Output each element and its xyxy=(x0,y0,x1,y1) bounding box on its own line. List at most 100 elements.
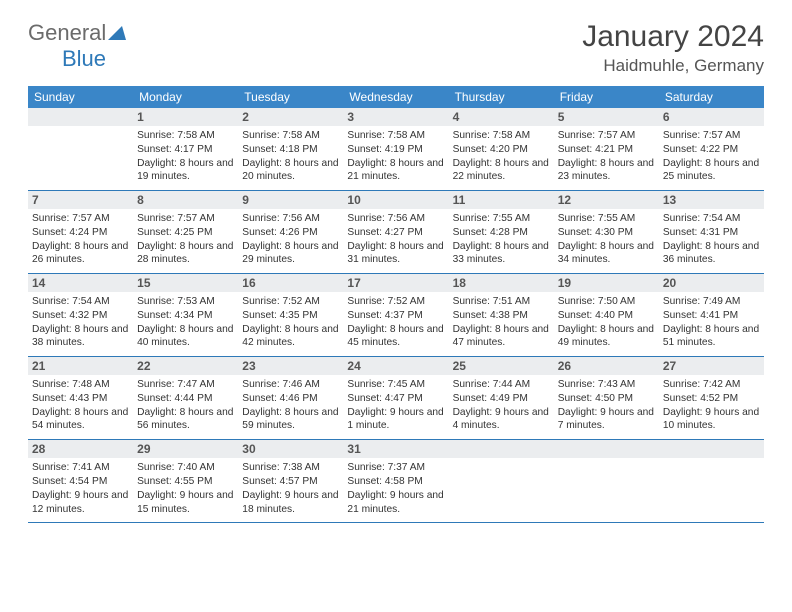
day-number xyxy=(28,108,133,126)
day-header-wednesday: Wednesday xyxy=(343,86,448,108)
day-number: 22 xyxy=(133,357,238,375)
day-details: Sunrise: 7:58 AMSunset: 4:20 PMDaylight:… xyxy=(453,129,550,184)
day-number: 4 xyxy=(449,108,554,126)
day-header-saturday: Saturday xyxy=(659,86,764,108)
logo-text-blue: Blue xyxy=(62,46,106,71)
day-details: Sunrise: 7:41 AMSunset: 4:54 PMDaylight:… xyxy=(32,461,129,516)
day-number: 16 xyxy=(238,274,343,292)
calendar-cell: 12Sunrise: 7:55 AMSunset: 4:30 PMDayligh… xyxy=(554,191,659,273)
day-number: 30 xyxy=(238,440,343,458)
calendar-cell: 7 Sunrise: 7:57 AMSunset: 4:24 PMDaylight… xyxy=(28,191,133,273)
day-header-row: SundayMondayTuesdayWednesdayThursdayFrid… xyxy=(28,86,764,108)
day-number: 9 xyxy=(238,191,343,209)
day-number: 18 xyxy=(449,274,554,292)
week-row: 28 Sunrise: 7:41 AMSunset: 4:54 PMDayligh… xyxy=(28,440,764,523)
day-number xyxy=(554,440,659,458)
calendar-cell: 8Sunrise: 7:57 AMSunset: 4:25 PMDaylight… xyxy=(133,191,238,273)
day-details: Sunrise: 7:58 AMSunset: 4:17 PMDaylight:… xyxy=(137,129,234,184)
day-number: 1 xyxy=(133,108,238,126)
day-details: Sunrise: 7:38 AMSunset: 4:57 PMDaylight:… xyxy=(242,461,339,516)
day-details: Sunrise: 7:37 AMSunset: 4:58 PMDaylight:… xyxy=(347,461,444,516)
week-row: 21 Sunrise: 7:48 AMSunset: 4:43 PMDayligh… xyxy=(28,357,764,440)
day-number: 17 xyxy=(343,274,448,292)
day-number: 6 xyxy=(659,108,764,126)
calendar-cell xyxy=(659,440,764,522)
calendar-cell: 6Sunrise: 7:57 AMSunset: 4:22 PMDaylight… xyxy=(659,108,764,190)
day-number: 31 xyxy=(343,440,448,458)
day-details: Sunrise: 7:58 AMSunset: 4:19 PMDaylight:… xyxy=(347,129,444,184)
calendar-cell: 23Sunrise: 7:46 AMSunset: 4:46 PMDayligh… xyxy=(238,357,343,439)
day-number: 15 xyxy=(133,274,238,292)
week-row: 7 Sunrise: 7:57 AMSunset: 4:24 PMDaylight… xyxy=(28,191,764,274)
day-details: Sunrise: 7:56 AMSunset: 4:27 PMDaylight:… xyxy=(347,212,444,267)
title-block: January 2024 Haidmuhle, Germany xyxy=(582,20,764,76)
month-title: January 2024 xyxy=(582,20,764,54)
calendar-cell: 27Sunrise: 7:42 AMSunset: 4:52 PMDayligh… xyxy=(659,357,764,439)
day-details: Sunrise: 7:53 AMSunset: 4:34 PMDaylight:… xyxy=(137,295,234,350)
calendar-cell: 16Sunrise: 7:52 AMSunset: 4:35 PMDayligh… xyxy=(238,274,343,356)
day-details: Sunrise: 7:45 AMSunset: 4:47 PMDaylight:… xyxy=(347,378,444,433)
calendar-cell: 2Sunrise: 7:58 AMSunset: 4:18 PMDaylight… xyxy=(238,108,343,190)
day-number: 13 xyxy=(659,191,764,209)
day-details: Sunrise: 7:55 AMSunset: 4:30 PMDaylight:… xyxy=(558,212,655,267)
day-header-monday: Monday xyxy=(133,86,238,108)
day-details: Sunrise: 7:48 AMSunset: 4:43 PMDaylight:… xyxy=(32,378,129,433)
day-number: 11 xyxy=(449,191,554,209)
day-details: Sunrise: 7:56 AMSunset: 4:26 PMDaylight:… xyxy=(242,212,339,267)
calendar: SundayMondayTuesdayWednesdayThursdayFrid… xyxy=(28,86,764,523)
day-number: 25 xyxy=(449,357,554,375)
day-number: 3 xyxy=(343,108,448,126)
day-number: 23 xyxy=(238,357,343,375)
logo: General Blue xyxy=(28,20,126,72)
calendar-cell: 11 Sunrise: 7:55 AMSunset: 4:28 PMDayligh… xyxy=(449,191,554,273)
calendar-cell xyxy=(554,440,659,522)
day-number: 7 xyxy=(28,191,133,209)
day-details: Sunrise: 7:55 AMSunset: 4:28 PMDaylight:… xyxy=(453,212,550,267)
calendar-cell: 31 Sunrise: 7:37 AMSunset: 4:58 PMDayligh… xyxy=(343,440,448,522)
day-details: Sunrise: 7:47 AMSunset: 4:44 PMDaylight:… xyxy=(137,378,234,433)
day-header-friday: Friday xyxy=(554,86,659,108)
day-header-thursday: Thursday xyxy=(449,86,554,108)
calendar-cell: 3 Sunrise: 7:58 AMSunset: 4:19 PMDaylight… xyxy=(343,108,448,190)
calendar-cell: 13 Sunrise: 7:54 AMSunset: 4:31 PMDayligh… xyxy=(659,191,764,273)
day-details: Sunrise: 7:43 AMSunset: 4:50 PMDaylight:… xyxy=(558,378,655,433)
calendar-cell: 1 Sunrise: 7:58 AMSunset: 4:17 PMDaylight… xyxy=(133,108,238,190)
header: General Blue January 2024 Haidmuhle, Ger… xyxy=(28,20,764,76)
calendar-cell: 25 Sunrise: 7:44 AMSunset: 4:49 PMDayligh… xyxy=(449,357,554,439)
day-number: 8 xyxy=(133,191,238,209)
day-number: 28 xyxy=(28,440,133,458)
day-number: 29 xyxy=(133,440,238,458)
day-number: 19 xyxy=(554,274,659,292)
day-number: 27 xyxy=(659,357,764,375)
calendar-cell xyxy=(28,108,133,190)
day-number: 5 xyxy=(554,108,659,126)
calendar-cell: 17 Sunrise: 7:52 AMSunset: 4:37 PMDayligh… xyxy=(343,274,448,356)
day-details: Sunrise: 7:51 AMSunset: 4:38 PMDaylight:… xyxy=(453,295,550,350)
day-details: Sunrise: 7:57 AMSunset: 4:21 PMDaylight:… xyxy=(558,129,655,184)
calendar-cell: 4 Sunrise: 7:58 AMSunset: 4:20 PMDaylight… xyxy=(449,108,554,190)
calendar-cell: 9 Sunrise: 7:56 AMSunset: 4:26 PMDaylight… xyxy=(238,191,343,273)
calendar-cell: 21 Sunrise: 7:48 AMSunset: 4:43 PMDayligh… xyxy=(28,357,133,439)
day-number: 21 xyxy=(28,357,133,375)
day-number: 20 xyxy=(659,274,764,292)
calendar-cell: 26 Sunrise: 7:43 AMSunset: 4:50 PMDayligh… xyxy=(554,357,659,439)
calendar-cell: 18 Sunrise: 7:51 AMSunset: 4:38 PMDayligh… xyxy=(449,274,554,356)
day-header-tuesday: Tuesday xyxy=(238,86,343,108)
day-details: Sunrise: 7:44 AMSunset: 4:49 PMDaylight:… xyxy=(453,378,550,433)
calendar-cell: 19 Sunrise: 7:50 AMSunset: 4:40 PMDayligh… xyxy=(554,274,659,356)
calendar-cell: 15 Sunrise: 7:53 AMSunset: 4:34 PMDayligh… xyxy=(133,274,238,356)
day-number: 26 xyxy=(554,357,659,375)
day-details: Sunrise: 7:57 AMSunset: 4:24 PMDaylight:… xyxy=(32,212,129,267)
day-details: Sunrise: 7:52 AMSunset: 4:37 PMDaylight:… xyxy=(347,295,444,350)
day-details: Sunrise: 7:54 AMSunset: 4:32 PMDaylight:… xyxy=(32,295,129,350)
day-number xyxy=(659,440,764,458)
day-details: Sunrise: 7:40 AMSunset: 4:55 PMDaylight:… xyxy=(137,461,234,516)
day-details: Sunrise: 7:49 AMSunset: 4:41 PMDaylight:… xyxy=(663,295,760,350)
calendar-cell: 10Sunrise: 7:56 AMSunset: 4:27 PMDayligh… xyxy=(343,191,448,273)
calendar-cell: 29 Sunrise: 7:40 AMSunset: 4:55 PMDayligh… xyxy=(133,440,238,522)
calendar-cell xyxy=(449,440,554,522)
day-details: Sunrise: 7:54 AMSunset: 4:31 PMDaylight:… xyxy=(663,212,760,267)
location: Haidmuhle, Germany xyxy=(582,56,764,76)
day-details: Sunrise: 7:50 AMSunset: 4:40 PMDaylight:… xyxy=(558,295,655,350)
calendar-cell: 5 Sunrise: 7:57 AMSunset: 4:21 PMDaylight… xyxy=(554,108,659,190)
